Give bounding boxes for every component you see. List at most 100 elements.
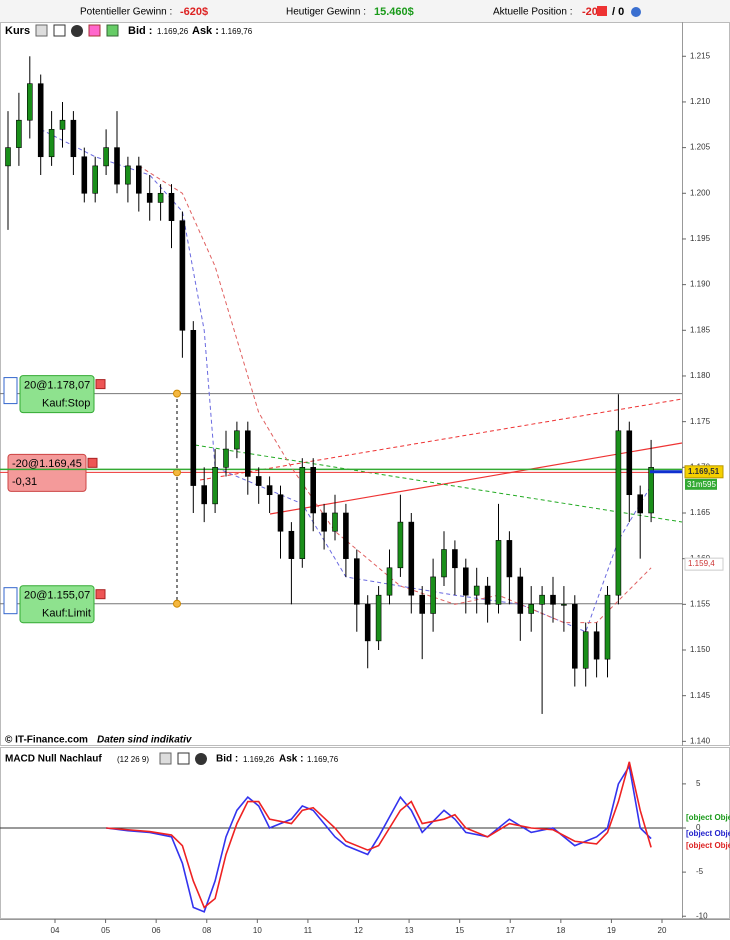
price-panel-title: Kurs bbox=[5, 25, 30, 37]
candle-body bbox=[255, 476, 262, 486]
x-tick-label: 17 bbox=[506, 926, 515, 935]
candle-body bbox=[201, 485, 207, 505]
order-move-icon bbox=[3, 377, 18, 405]
tool-icon[interactable] bbox=[159, 752, 172, 765]
candle-body bbox=[441, 549, 447, 578]
sell-icon[interactable] bbox=[88, 24, 101, 37]
order-box[interactable] bbox=[7, 453, 87, 492]
x-tick-label: 08 bbox=[202, 926, 211, 935]
candle-body bbox=[571, 604, 578, 669]
close-position-button[interactable] bbox=[597, 6, 607, 16]
macd-value-tag: [object Object] bbox=[686, 841, 730, 850]
y-tick-label: 1.185 bbox=[690, 325, 711, 334]
macd-line bbox=[106, 764, 652, 913]
window-icon[interactable] bbox=[53, 24, 66, 37]
y-tick-label: 1.195 bbox=[690, 234, 711, 243]
order-cancel[interactable] bbox=[95, 589, 106, 600]
candle-body bbox=[408, 521, 415, 596]
candle-body bbox=[582, 631, 589, 669]
macd-title: MACD Null Nachlauf bbox=[5, 754, 102, 765]
candle-body bbox=[321, 512, 327, 532]
window-icon[interactable] bbox=[177, 752, 190, 765]
today-label: Heutiger Gewinn : bbox=[286, 7, 366, 18]
y-tick-label: 0 bbox=[696, 823, 701, 832]
x-tick-label: 06 bbox=[152, 926, 161, 935]
candle-body bbox=[299, 467, 306, 559]
candle-body bbox=[125, 165, 131, 185]
order-box[interactable] bbox=[19, 375, 95, 414]
x-tick-label: 11 bbox=[304, 926, 313, 935]
y-tick-label: 1.200 bbox=[690, 188, 711, 197]
timer-tag bbox=[685, 478, 717, 490]
candle-body bbox=[473, 585, 480, 596]
candle-body bbox=[593, 631, 600, 660]
footer-source: © IT-Finance.com bbox=[5, 735, 88, 746]
order-label: 20@1.178,07 bbox=[24, 380, 90, 392]
macd-line bbox=[106, 761, 652, 909]
x-tick-label: 19 bbox=[607, 926, 616, 935]
y-tick-label: 1.210 bbox=[690, 97, 711, 106]
candle-body bbox=[539, 594, 545, 605]
candle-body bbox=[157, 192, 164, 203]
candle-body bbox=[452, 549, 458, 569]
candle-body bbox=[648, 467, 654, 514]
macd-value-tag: [object Object] bbox=[686, 813, 730, 822]
close-icon[interactable] bbox=[195, 753, 207, 765]
today-value: 15.460$ bbox=[374, 6, 414, 18]
candle-body bbox=[48, 129, 55, 158]
order-label: 20@1.155,07 bbox=[24, 590, 90, 602]
order-handle bbox=[173, 389, 181, 398]
candle-body bbox=[484, 585, 491, 605]
order-cancel[interactable] bbox=[95, 379, 106, 390]
candle-body bbox=[146, 192, 153, 203]
candle-body bbox=[92, 165, 98, 194]
candle-body bbox=[5, 147, 11, 167]
order-label: -20@1.169,45 bbox=[12, 458, 82, 470]
candle-body bbox=[277, 494, 284, 532]
position-value: -20 bbox=[582, 6, 598, 18]
candle-body bbox=[310, 467, 317, 514]
x-tick-label: 18 bbox=[556, 926, 565, 935]
y-tick-label: 1.215 bbox=[690, 51, 711, 60]
candle-body bbox=[561, 604, 567, 606]
candle-body bbox=[136, 165, 142, 194]
bid-value: 1.169,26 bbox=[157, 27, 189, 36]
top-bar bbox=[0, 0, 730, 22]
order-box[interactable] bbox=[19, 585, 95, 624]
candle-body bbox=[419, 594, 426, 614]
close-icon[interactable] bbox=[71, 25, 83, 37]
candle-body bbox=[223, 448, 229, 468]
candle-body bbox=[528, 604, 535, 614]
price-tag-label: 1.169,51 bbox=[688, 467, 720, 476]
position-label: Aktuelle Position : bbox=[493, 7, 573, 18]
candle-body bbox=[16, 119, 22, 148]
trend-channel bbox=[194, 444, 683, 523]
y-tick-label: 1.180 bbox=[690, 371, 711, 380]
candle-body bbox=[212, 467, 218, 505]
candle-body bbox=[397, 521, 404, 569]
ask-label: Ask : bbox=[192, 25, 219, 37]
timer-label: 31m595 bbox=[687, 480, 716, 489]
y-tick-label: 5 bbox=[696, 779, 701, 788]
trend-line bbox=[269, 442, 683, 515]
moving-average bbox=[138, 165, 652, 624]
settings-icon[interactable] bbox=[631, 7, 641, 17]
potential-label: Potentieller Gewinn : bbox=[80, 7, 172, 18]
footer-note: Daten sind indikativ bbox=[97, 735, 193, 746]
price-tag bbox=[684, 465, 724, 479]
order-cancel[interactable] bbox=[87, 457, 98, 468]
buy-icon[interactable] bbox=[106, 24, 119, 37]
candle-body bbox=[343, 512, 349, 559]
y-tick-label: 1.140 bbox=[690, 736, 711, 745]
price-tag-label: 1.159,4 bbox=[688, 559, 715, 568]
order-sub: -0,31 bbox=[12, 476, 37, 488]
candle-body bbox=[288, 530, 295, 559]
candle-body bbox=[26, 83, 33, 121]
potential-value: -620$ bbox=[180, 6, 208, 18]
trend-channel bbox=[199, 398, 683, 481]
candle-body bbox=[604, 594, 611, 660]
tool-icon[interactable] bbox=[35, 24, 48, 37]
y-tick-label: 1.205 bbox=[690, 143, 711, 152]
candle-body bbox=[332, 512, 338, 532]
